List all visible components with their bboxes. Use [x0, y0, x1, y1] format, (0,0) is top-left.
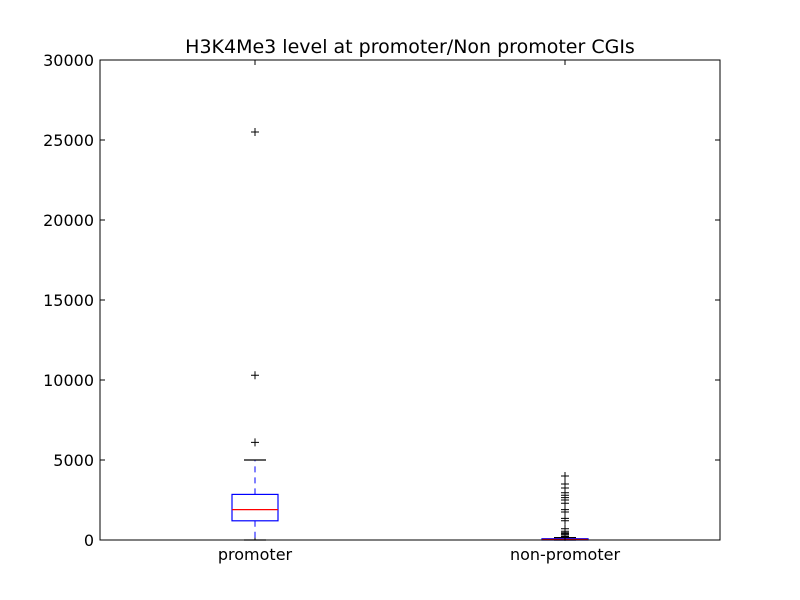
- outlier-point: [561, 524, 569, 533]
- y-tick-label: 25000: [43, 131, 94, 150]
- outlier-point: [251, 128, 259, 136]
- y-tick-label: 0: [84, 531, 94, 550]
- y-tick-label: 20000: [43, 211, 94, 230]
- outlier-point: [561, 472, 569, 480]
- box-promoter: [231, 128, 279, 541]
- x-axis: promoter non-promoter: [218, 60, 621, 564]
- outlier-point: [561, 480, 569, 488]
- y-tick-label: 5000: [53, 451, 94, 470]
- y-tick-label: 10000: [43, 371, 94, 390]
- y-axis: 0 5000 10000 15000 20000 25000 30000: [43, 51, 720, 550]
- plot-content: [231, 128, 589, 541]
- plot-frame: [99, 59, 721, 541]
- box-iqr: [231, 493, 279, 522]
- box-non-promoter: [541, 472, 589, 541]
- y-tick-label: 15000: [43, 291, 94, 310]
- x-tick-label: non-promoter: [510, 545, 621, 564]
- y-tick-label: 30000: [43, 51, 94, 70]
- outlier-point: [251, 438, 259, 447]
- outlier-point: [251, 371, 259, 380]
- x-tick-label: promoter: [218, 545, 293, 564]
- chart-title: H3K4Me3 level at promoter/Non promoter C…: [185, 36, 635, 58]
